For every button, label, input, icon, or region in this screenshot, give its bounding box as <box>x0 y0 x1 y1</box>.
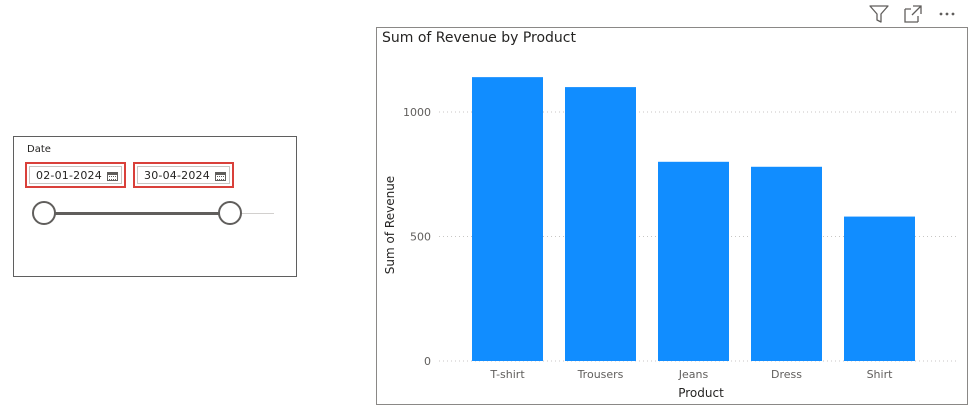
bar <box>751 166 822 361</box>
start-date-highlight: 02-01-2024 <box>25 162 126 188</box>
end-date-input[interactable]: 30-04-2024 <box>137 166 230 184</box>
visual-header <box>868 3 968 25</box>
date-slicer: Date 02-01-2024 30-04-2024 <box>13 136 297 277</box>
bar-chart-visual[interactable]: Sum of Revenue by Product 0 500 1000 T-shir… <box>376 27 968 405</box>
start-date-input[interactable]: 02-01-2024 <box>29 166 122 184</box>
end-date-highlight: 30-04-2024 <box>133 162 234 188</box>
x-tick-label: Jeans <box>678 368 709 381</box>
slider-track[interactable] <box>44 212 230 215</box>
calendar-icon[interactable] <box>107 172 118 181</box>
bar <box>472 77 543 361</box>
x-tick-label: Trousers <box>577 368 624 381</box>
y-tick-label: 1000 <box>403 106 431 119</box>
slider-end-handle[interactable] <box>218 201 242 225</box>
end-date-value: 30-04-2024 <box>144 168 210 182</box>
bar <box>658 161 729 361</box>
start-date-value: 02-01-2024 <box>36 168 102 182</box>
x-tick-label: T-shirt <box>489 368 525 381</box>
bar-chart: 0 500 1000 T-shirt Trousers Jeans Dress Shirt Pr… <box>383 77 959 400</box>
x-tick-label: Shirt <box>867 368 894 381</box>
bar <box>844 216 915 361</box>
slicer-title: Date <box>27 144 51 155</box>
focus-mode-icon[interactable] <box>902 3 924 25</box>
y-tick-label: 0 <box>424 355 431 368</box>
bar <box>565 87 636 361</box>
chart-title: Sum of Revenue by Product <box>382 30 576 46</box>
more-options-icon[interactable] <box>936 3 958 25</box>
x-axis-title: Product <box>678 386 724 400</box>
calendar-icon[interactable] <box>215 172 226 181</box>
y-axis-title: Sum of Revenue <box>383 176 397 274</box>
slider-start-handle[interactable] <box>32 201 56 225</box>
x-tick-label: Dress <box>771 368 802 381</box>
y-tick-label: 500 <box>410 231 431 244</box>
filter-icon[interactable] <box>868 3 890 25</box>
